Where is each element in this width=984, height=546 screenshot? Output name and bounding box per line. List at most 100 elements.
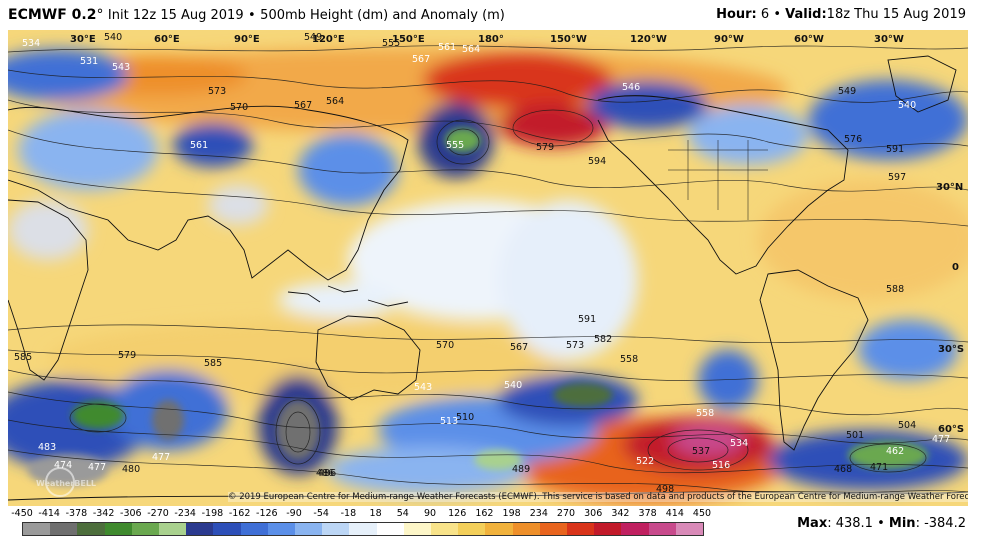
contour-label: 594: [588, 156, 606, 167]
watermark-text: WeatherBELL: [36, 479, 96, 488]
colorbar-tick-label: 306: [584, 508, 603, 519]
colorbar-swatch: [295, 523, 323, 535]
colorbar-tick-label: 378: [638, 508, 657, 519]
colorbar-swatch: [50, 523, 78, 535]
contour-label: 486: [318, 468, 336, 479]
weatherbell-logo: WeatherBELL: [36, 467, 96, 497]
stats-separator: •: [877, 516, 885, 531]
colorbar-swatch: [267, 523, 296, 535]
contour-label: 564: [462, 44, 480, 55]
lon-label: 90°E: [234, 34, 260, 45]
lat-label: 30°S: [938, 344, 964, 355]
contour-label: 477: [932, 434, 950, 445]
colorbar-swatch: [131, 523, 160, 535]
colorbar-tick-label: 234: [529, 508, 548, 519]
contour-label: 588: [886, 284, 904, 295]
contour-label: 561: [438, 42, 456, 53]
colorbar-swatch: [485, 523, 513, 535]
colorbar-swatch: [186, 523, 214, 535]
bullet-separator: •: [248, 8, 256, 23]
colorbar-swatch: [349, 523, 377, 535]
lat-label: 30°N: [936, 182, 963, 193]
colorbar-tick-label: 54: [396, 508, 409, 519]
contour-label: 558: [620, 354, 638, 365]
header-bar: ECMWF 0.2° Init 12z 15 Aug 2019 • 500mb …: [0, 0, 984, 30]
contour-label: 549: [838, 86, 856, 97]
contour-label: 462: [886, 446, 904, 457]
colorbar-tick-label: 18: [369, 508, 382, 519]
colorbar-swatch: [512, 523, 540, 535]
latitude-labels: 30°N 0 30°S 60°S: [936, 182, 964, 435]
colorbar-swatch: [159, 523, 187, 535]
valid-value: 18z Thu 15 Aug 2019: [826, 7, 966, 22]
lat-label: 0: [952, 262, 959, 273]
contour-label: 567: [412, 54, 430, 65]
contour-label: 555: [446, 140, 464, 151]
contour-label: 474: [54, 460, 72, 471]
contour-label: 471: [870, 462, 888, 473]
lon-label: 180°: [478, 34, 504, 45]
lon-label: 30°E: [70, 34, 96, 45]
contour-label: 480: [122, 464, 140, 475]
contour-label: 576: [844, 134, 862, 145]
contour-label: 558: [696, 408, 714, 419]
contour-label: 537: [692, 446, 710, 457]
colorbar-tick-label: -234: [174, 508, 196, 519]
colorbar-swatch: [539, 523, 568, 535]
contour-label: 483: [38, 442, 56, 453]
contour-label: 585: [204, 358, 222, 369]
colorbar-legend: -450 -414 -378 -342 -306 -270 -234 -198 -162 -126…: [11, 508, 711, 536]
contour-label: 573: [566, 340, 584, 351]
contour-label: 540: [898, 100, 916, 111]
hour-value: 6: [760, 7, 770, 22]
contour-label: 549: [304, 32, 322, 43]
contour-label: 591: [886, 144, 904, 155]
colorbar-tick-label: -270: [147, 508, 169, 519]
copyright-notice: © 2019 European Centre for Medium-range …: [228, 492, 968, 502]
contour-label: 570: [230, 102, 248, 113]
contour-label: 567: [294, 100, 312, 111]
colorbar-tick-label: 342: [611, 508, 630, 519]
colorbar-swatch: [675, 523, 704, 535]
contour-label: 546: [622, 82, 640, 93]
colorbar-tick-label: -198: [201, 508, 224, 519]
colorbar-tick-label: -378: [65, 508, 88, 519]
contour-label: 522: [636, 456, 654, 467]
lon-label: 90°W: [714, 34, 744, 45]
colorbar-tick-label: -90: [286, 508, 302, 519]
lon-label: 60°E: [154, 34, 180, 45]
lon-label: 30°W: [874, 34, 904, 45]
colorbar-swatch: [648, 523, 676, 535]
contour-label: 510: [456, 412, 474, 423]
colorbar-swatch: [77, 523, 105, 535]
valid-label: Valid:: [785, 7, 827, 22]
colorbar-swatch: [23, 523, 51, 535]
longitude-labels: 30°E 60°E 90°E 120°E 150°E 180° 150°W 12…: [70, 34, 904, 45]
coastlines: [8, 55, 968, 501]
lon-label: 60°W: [794, 34, 824, 45]
lon-label: 150°W: [550, 34, 587, 45]
contour-label: 468: [834, 464, 852, 475]
model-name: ECMWF 0.2: [8, 7, 97, 23]
colorbar-swatch: [376, 523, 404, 535]
contour-label: 498: [656, 484, 674, 495]
contour-label: 582: [594, 334, 612, 345]
min-label: Min: [888, 516, 916, 531]
colorbar-tick-labels: -450 -414 -378 -342 -306 -270 -234 -198 -162 -126…: [11, 508, 711, 520]
contour-label: 513: [440, 416, 458, 427]
contour-label: 579: [118, 350, 136, 361]
bullet-separator-2: •: [773, 7, 781, 22]
max-value: 438.1: [835, 516, 873, 531]
colorbar-swatch: [213, 523, 241, 535]
lon-label: 120°E: [312, 34, 345, 45]
valid-time: Hour: 6 • Valid:18z Thu 15 Aug 2019: [716, 7, 966, 22]
hour-label: Hour:: [716, 7, 757, 22]
contour-label: 540: [104, 32, 122, 43]
contour-label: 516: [712, 460, 730, 471]
contour-label: 555: [382, 38, 400, 49]
colorbar-tick-label: -18: [340, 508, 357, 519]
init-time: Init 12z 15 Aug 2019: [107, 8, 244, 23]
colorbar-tick-label: -450: [11, 508, 33, 519]
contour-label: 543: [112, 62, 130, 73]
colorbar-tick-label: 90: [423, 508, 437, 519]
